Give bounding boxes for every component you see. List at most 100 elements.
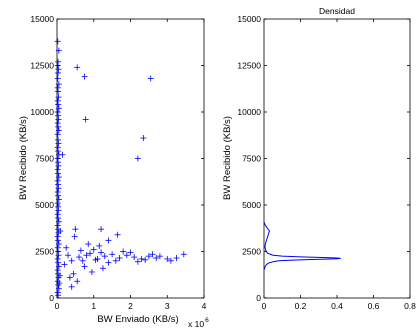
scatter-point <box>77 247 84 254</box>
scatter-plot-panel: 0 1 2 3 4 0 2500 5000 7500 10000 12500 15000 BW Env… <box>18 14 209 329</box>
scatter-point <box>98 249 105 256</box>
scatter-y-tick-label: 7500 <box>35 154 54 164</box>
scatter-point <box>55 88 62 95</box>
scatter-point <box>138 255 145 262</box>
scatter-point <box>173 255 180 262</box>
scatter-point <box>180 251 187 258</box>
scatter-y-axis-label: BW Recibido (KB/s) <box>18 116 29 200</box>
scatter-point <box>145 253 152 260</box>
scatter-point <box>70 270 77 277</box>
density-y-tick-label: 10000 <box>237 107 261 117</box>
scatter-x-tick-label: 1 <box>91 301 96 311</box>
scatter-point <box>55 101 62 108</box>
scatter-point <box>55 241 62 248</box>
scatter-point <box>105 259 112 266</box>
scatter-point <box>55 174 62 181</box>
scatter-x-tick-label: 4 <box>202 301 207 311</box>
scatter-point <box>81 263 88 270</box>
density-x-tick-label: 0.6 <box>368 301 380 311</box>
scatter-point <box>156 253 163 260</box>
scatter-point <box>56 280 63 287</box>
scatter-point <box>55 252 62 259</box>
scatter-point <box>55 263 62 270</box>
scatter-point <box>54 38 61 45</box>
scatter-point <box>98 226 105 233</box>
scatter-point <box>140 135 147 142</box>
scatter-point <box>68 283 75 290</box>
density-title: Densidad <box>319 6 355 16</box>
density-curve <box>263 221 341 271</box>
scatter-point <box>65 252 72 259</box>
scatter-point <box>90 246 97 253</box>
scatter-point <box>55 292 62 299</box>
scatter-x-multiplier-exponent: 6 <box>205 317 209 324</box>
scatter-point <box>123 252 130 259</box>
scatter-point <box>112 257 119 264</box>
scatter-point <box>54 131 61 138</box>
scatter-y-tick-label: 10000 <box>30 107 54 117</box>
scatter-x-axis-label: BW Enviado (KB/s) <box>97 314 178 325</box>
density-y-tick-label: 7500 <box>242 154 261 164</box>
scatter-point <box>105 237 112 244</box>
scatter-point <box>142 256 149 263</box>
scatter-point <box>55 123 62 130</box>
scatter-point <box>153 255 160 262</box>
scatter-point <box>134 155 141 162</box>
scatter-point <box>55 170 62 177</box>
density-x-tick-label: 0 <box>262 301 267 311</box>
scatter-point <box>149 251 156 258</box>
scatter-y-tick-label: 15000 <box>30 14 54 24</box>
scatter-point <box>83 252 90 259</box>
scatter-x-tick-label: 2 <box>128 301 133 311</box>
scatter-point <box>167 257 174 264</box>
scatter-point <box>116 255 123 262</box>
density-plot-panel: 0 0.2 0.4 0.6 0.8 0 2500 5000 7500 10000 12500 1500… <box>222 6 416 311</box>
scatter-point <box>134 258 141 265</box>
scatter-point <box>55 259 62 266</box>
scatter-point <box>85 241 92 248</box>
scatter-point <box>63 244 70 251</box>
scatter-point <box>55 127 62 134</box>
scatter-point <box>114 231 121 238</box>
density-y-axis-label: BW Recibido (KB/s) <box>222 116 233 200</box>
scatter-point <box>72 226 79 233</box>
scatter-point <box>147 75 154 82</box>
scatter-point <box>55 192 62 199</box>
scatter-point <box>55 81 62 88</box>
scatter-y-tick-label: 5000 <box>35 200 54 210</box>
scatter-point <box>55 218 62 225</box>
scatter-point <box>55 215 62 222</box>
density-y-tick-label: 0 <box>256 293 261 303</box>
scatter-point <box>61 261 68 268</box>
density-ticks: 0 0.2 0.4 0.6 0.8 0 2500 5000 7500 10000 12500 1500… <box>237 14 416 311</box>
scatter-point <box>96 242 103 249</box>
scatter-point <box>68 257 75 264</box>
scatter-point <box>55 69 62 76</box>
scatter-x-multiplier-base: x 10 <box>188 319 204 329</box>
density-y-tick-label: 12500 <box>237 61 261 71</box>
scatter-point <box>55 162 62 169</box>
scatter-point <box>55 94 62 101</box>
scatter-y-tick-label: 0 <box>49 293 54 303</box>
scatter-ticks: 0 1 2 3 4 0 2500 5000 7500 10000 12500 15000 <box>30 14 206 311</box>
density-x-tick-label: 0.2 <box>295 301 307 311</box>
scatter-point <box>92 256 99 263</box>
scatter-x-tick-label: 0 <box>55 301 60 311</box>
scatter-point <box>57 228 64 235</box>
scatter-point <box>74 278 81 285</box>
density-y-tick-label: 2500 <box>242 247 261 257</box>
scatter-point <box>59 151 66 158</box>
scatter-point <box>164 255 171 262</box>
scatter-point <box>55 285 62 292</box>
scatter-point <box>81 73 88 80</box>
scatter-point <box>120 248 127 255</box>
scatter-point <box>127 249 134 256</box>
scatter-point <box>79 257 86 264</box>
scatter-point <box>55 185 62 192</box>
scatter-point <box>55 116 62 123</box>
scatter-point <box>82 116 89 123</box>
scatter-point <box>74 64 81 71</box>
scatter-point <box>55 207 62 214</box>
scatter-point <box>55 47 62 54</box>
